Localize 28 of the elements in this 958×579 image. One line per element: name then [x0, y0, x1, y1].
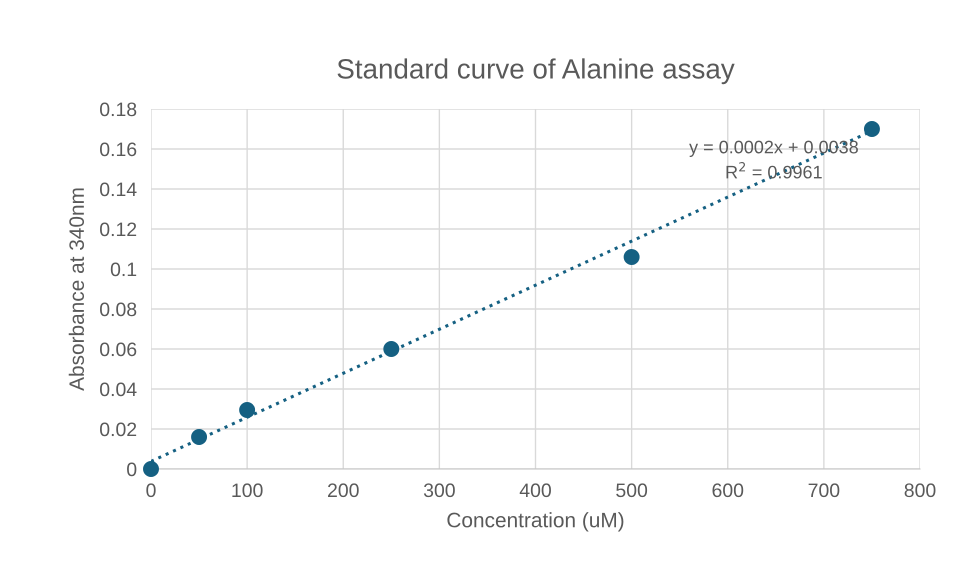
point	[143, 461, 159, 477]
x-tick-label: 800	[904, 483, 936, 498]
x-tick-label: 0	[146, 483, 156, 498]
y-axis-title: Absorbance at 340nm	[68, 188, 84, 391]
point	[624, 249, 640, 265]
y-tick-label: 0.06	[100, 342, 136, 356]
y-tick-label: 0.08	[100, 302, 136, 316]
point	[383, 341, 400, 357]
y-tick-label: 0.02	[100, 422, 136, 436]
y-tick-label: 0.14	[100, 182, 137, 196]
chart-title: Standard curve of Alanine assay	[338, 58, 735, 84]
x-axis-title: Concentration (uM)	[447, 512, 624, 532]
y-tick-label: 0	[127, 462, 136, 476]
x-tick-label: 500	[616, 483, 648, 498]
x-tick-label: 700	[808, 483, 840, 498]
point	[191, 429, 208, 445]
x-tick-label: 400	[520, 483, 551, 498]
y-tick-label: 0.04	[100, 382, 137, 396]
y-tick-label: 0.12	[100, 222, 136, 236]
x-tick-label: 300	[424, 483, 455, 498]
x-tick-label: 200	[328, 483, 359, 498]
point	[864, 121, 880, 137]
y-tick-label: 0.1	[110, 262, 136, 276]
x-tick-label: 600	[712, 483, 744, 498]
y-tick-label: 0.18	[100, 102, 136, 116]
y-tick-label: 0.16	[100, 142, 136, 156]
x-tick-label: 100	[232, 483, 263, 498]
point	[239, 402, 256, 418]
